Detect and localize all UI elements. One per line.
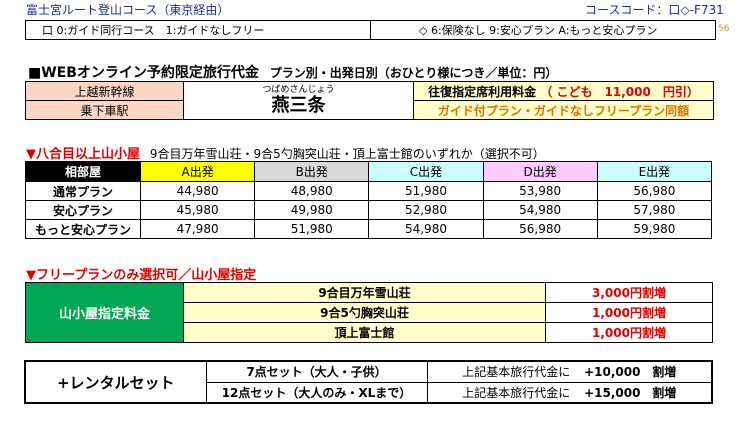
price-cell: 51,980: [368, 181, 484, 201]
reserved-seat-cell: 往復指定席利用料金 （ こども 11,000 円引）: [413, 81, 714, 101]
hut-designation-label: 山小屋指定料金: [25, 282, 184, 343]
hut-name: 9合5勺胸突山荘: [183, 302, 546, 323]
fare-heading-sub: プラン別・出発日別（おひとり様につき／単位：円）: [269, 66, 558, 80]
price-cell: 53,980: [482, 181, 598, 201]
station-reading: つばめさんじょう: [262, 85, 335, 95]
same-price-note: ガイド付プラン・ガイドなしフリープラン同額: [413, 100, 714, 120]
free-plan-title: ▼フリープランのみ選択可／山小屋指定: [26, 268, 257, 283]
rental-set-label: +レンタルセット: [24, 360, 207, 404]
rental-suffix: 割増: [652, 385, 677, 400]
fare-table: 上越新幹線 つばめさんじょう 燕三条 往復指定席利用料金 （ こども 11,00…: [25, 81, 714, 120]
rental-set-name: 12点セット（大人のみ・XLまで）: [205, 381, 428, 404]
price-cell: 56,980: [482, 219, 598, 239]
hut-name: 頂上富士館: [183, 322, 546, 343]
hut-surcharge: 1,000円割増: [545, 302, 713, 323]
hut-title: ▼八合目以上山小屋: [26, 147, 140, 162]
price-cell: 51,980: [254, 219, 370, 239]
rental-set-name: 7点セット（大人・子供）: [205, 360, 428, 383]
table-row: 安心プラン 45,980 49,980 52,980 54,980 57,980: [25, 200, 713, 220]
hut-name: 9合目万年雪山荘: [183, 282, 546, 303]
fare-heading: ■WEBオンライン予約限定旅行代金 プラン別・出発日別（おひとり様につき／単位：…: [28, 62, 557, 82]
child-discount: （ こども 11,000 円引）: [540, 84, 699, 99]
hut-price-table: 相部屋 A出発 B出発 C出発 D出発 E出発 通常プラン 44,980 48,…: [25, 161, 713, 239]
fare-heading-main: ■WEBオンライン予約限定旅行代金: [28, 65, 259, 81]
reserved-seat-label: 往復指定席利用料金: [428, 84, 537, 99]
price-cell: 44,980: [139, 181, 256, 201]
hut-heading: ▼八合目以上山小屋 9合目万年雪山荘・9合5勺胸突山荘・頂上富士館のいずれか（選…: [26, 143, 545, 162]
price-cell: 47,980: [139, 219, 256, 239]
station-name: 燕三条: [271, 95, 326, 116]
free-plan-table: 山小屋指定料金 9合目万年雪山荘 3,000円割増 9合5勺胸突山荘 1,000…: [25, 282, 713, 343]
plan-name: 通常プラン: [25, 181, 141, 201]
column-header-c: C出発: [368, 161, 484, 182]
rental-base-text: 上記基本旅行代金に: [462, 365, 571, 380]
table-row: 通常プラン 44,980 48,980 51,980 53,980 56,980: [25, 181, 713, 201]
hut-surcharge: 1,000円割増: [545, 322, 713, 343]
line-name: 上越新幹線: [25, 81, 184, 101]
price-cell: 52,980: [368, 200, 484, 220]
price-cell: 59,980: [596, 219, 713, 239]
page-number: 56: [718, 24, 730, 34]
price-cell: 57,980: [596, 200, 713, 220]
rental-suffix: 割増: [652, 365, 677, 380]
rental-price-cell: 上記基本旅行代金に +15,000 割増: [426, 381, 713, 404]
rental-price: +15,000: [584, 385, 641, 400]
hut-surcharge: 3,000円割増: [545, 282, 713, 303]
rental-base-text: 上記基本旅行代金に: [462, 385, 571, 400]
course-code: コースコード：口◇-F731: [585, 3, 724, 17]
insurance-option-legend: ◇ 6:保険なし 9:安心プラン A:もっと安心プラン: [370, 20, 716, 40]
hut-subtitle: 9合目万年雪山荘・9合5勺胸突山荘・頂上富士館のいずれか（選択不可）: [149, 147, 545, 161]
plan-name: もっと安心プラン: [25, 219, 141, 239]
course-title: 富士宮ルート登山コース（東京経由）: [26, 3, 230, 17]
rental-table: +レンタルセット 7点セット（大人・子供） 上記基本旅行代金に +10,000 …: [24, 360, 713, 404]
plan-name: 安心プラン: [25, 200, 141, 220]
station-label: 乗下車駅: [25, 100, 184, 120]
price-cell: 45,980: [139, 200, 256, 220]
column-header-d: D出発: [482, 161, 598, 182]
price-cell: 54,980: [482, 200, 598, 220]
price-cell: 54,980: [368, 219, 484, 239]
column-header-room: 相部屋: [25, 161, 141, 182]
price-cell: 48,980: [254, 181, 370, 201]
column-header-a: A出発: [139, 161, 256, 182]
price-cell: 49,980: [254, 200, 370, 220]
rental-price: +10,000: [584, 365, 641, 380]
column-header-b: B出発: [254, 161, 370, 182]
rental-price-cell: 上記基本旅行代金に +10,000 割増: [426, 360, 713, 383]
guide-option-legend: 口 0:ガイド同行コース 1:ガイドなしフリー: [25, 20, 371, 40]
price-cell: 56,980: [596, 181, 713, 201]
option-legend-table: 口 0:ガイド同行コース 1:ガイドなしフリー ◇ 6:保険なし 9:安心プラン…: [25, 20, 716, 40]
station-cell: つばめさんじょう 燕三条: [183, 81, 414, 120]
table-row: もっと安心プラン 47,980 51,980 54,980 56,980 59,…: [25, 219, 713, 239]
column-header-e: E出発: [596, 161, 713, 182]
